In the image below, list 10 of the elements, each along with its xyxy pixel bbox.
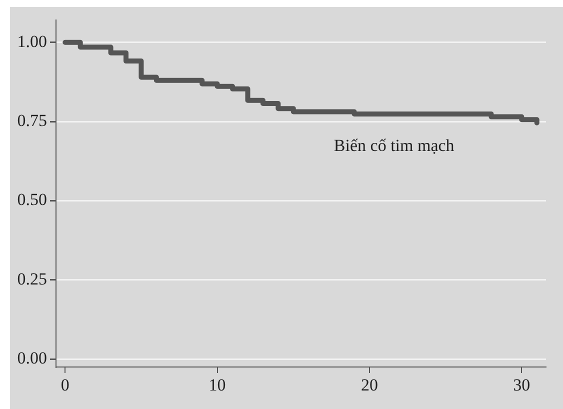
x-tick-label: 0 (60, 376, 70, 395)
x-tick-label: 20 (360, 376, 378, 395)
y-tick-label: 0.50 (17, 190, 47, 210)
y-tick-label: 0.00 (17, 348, 47, 368)
annotation: Biến cố tim mạch (334, 136, 455, 155)
x-tick-label: 10 (208, 376, 226, 395)
y-tick-label: 0.25 (17, 269, 47, 288)
y-tick-label: 1.00 (17, 32, 47, 51)
y-tick-label: 0.75 (17, 111, 47, 130)
x-tick-label: 30 (513, 376, 530, 395)
